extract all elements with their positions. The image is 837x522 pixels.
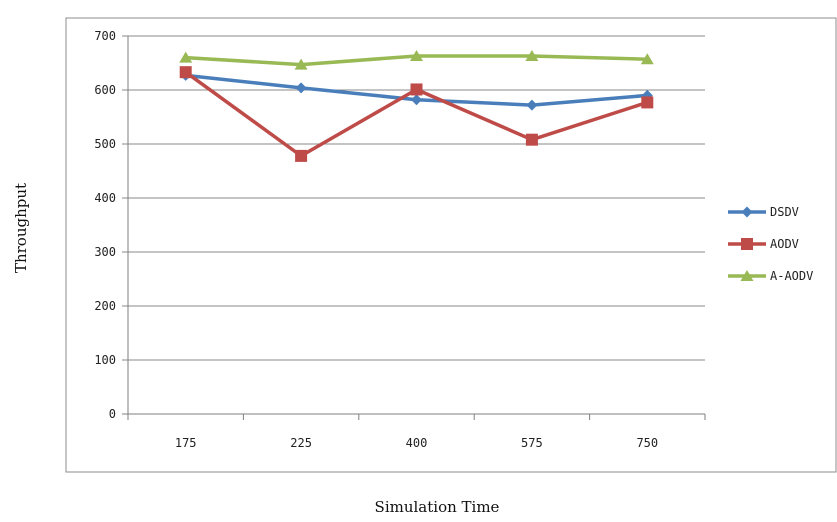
data-point-diamond [411, 94, 422, 106]
data-point-square [741, 238, 753, 250]
legend-label: DSDV [770, 205, 799, 219]
x-tick-label: 750 [636, 436, 658, 450]
legend-label: A-AODV [770, 269, 813, 283]
y-tick-label: 700 [94, 29, 116, 43]
legend-item: AODV [728, 237, 799, 251]
data-point-diamond [295, 82, 307, 94]
data-point-triangle [525, 49, 539, 61]
data-point-square [641, 96, 654, 109]
x-tick-label: 400 [406, 436, 428, 450]
data-point-triangle [740, 270, 754, 281]
legend-label: AODV [770, 237, 799, 251]
legend: DSDV AODV A-AODV [728, 205, 813, 283]
y-tick-label: 0 [109, 407, 116, 421]
data-point-square [295, 149, 308, 162]
data-point-square [410, 83, 423, 96]
data-point-triangle [179, 51, 193, 63]
legend-item: DSDV [728, 205, 799, 219]
gridlines [122, 35, 705, 415]
data-point-triangle [640, 53, 654, 65]
data-point-diamond [526, 99, 538, 111]
data-point-triangle [410, 49, 423, 61]
x-tick-label: 175 [175, 436, 197, 450]
chart-frame [65, 17, 837, 473]
data-point-triangle [294, 58, 308, 70]
data-point-square [525, 133, 538, 146]
x-axis-title: Simulation Time [375, 498, 500, 516]
y-tick-label: 600 [94, 83, 116, 97]
y-tick-label: 200 [94, 299, 116, 313]
y-tick-label: 300 [94, 245, 116, 259]
y-axis-title: Throughput [12, 183, 30, 273]
series-a-aodv [179, 49, 654, 70]
legend-item: A-AODV [728, 269, 813, 283]
y-tick-label: 100 [94, 353, 116, 367]
y-tick-label: 400 [94, 191, 116, 205]
y-tick-labels: 0 100 200 300 400 500 600 700 [94, 29, 116, 421]
x-tick-label: 225 [290, 436, 312, 450]
x-tick-label: 575 [521, 436, 543, 450]
series-aodv [179, 66, 654, 162]
data-point-square [179, 66, 192, 79]
x-tick-labels: 175 225 400 575 750 [127, 414, 706, 450]
y-tick-label: 500 [94, 137, 116, 151]
data-point-diamond [741, 206, 753, 218]
series-group [179, 49, 654, 162]
